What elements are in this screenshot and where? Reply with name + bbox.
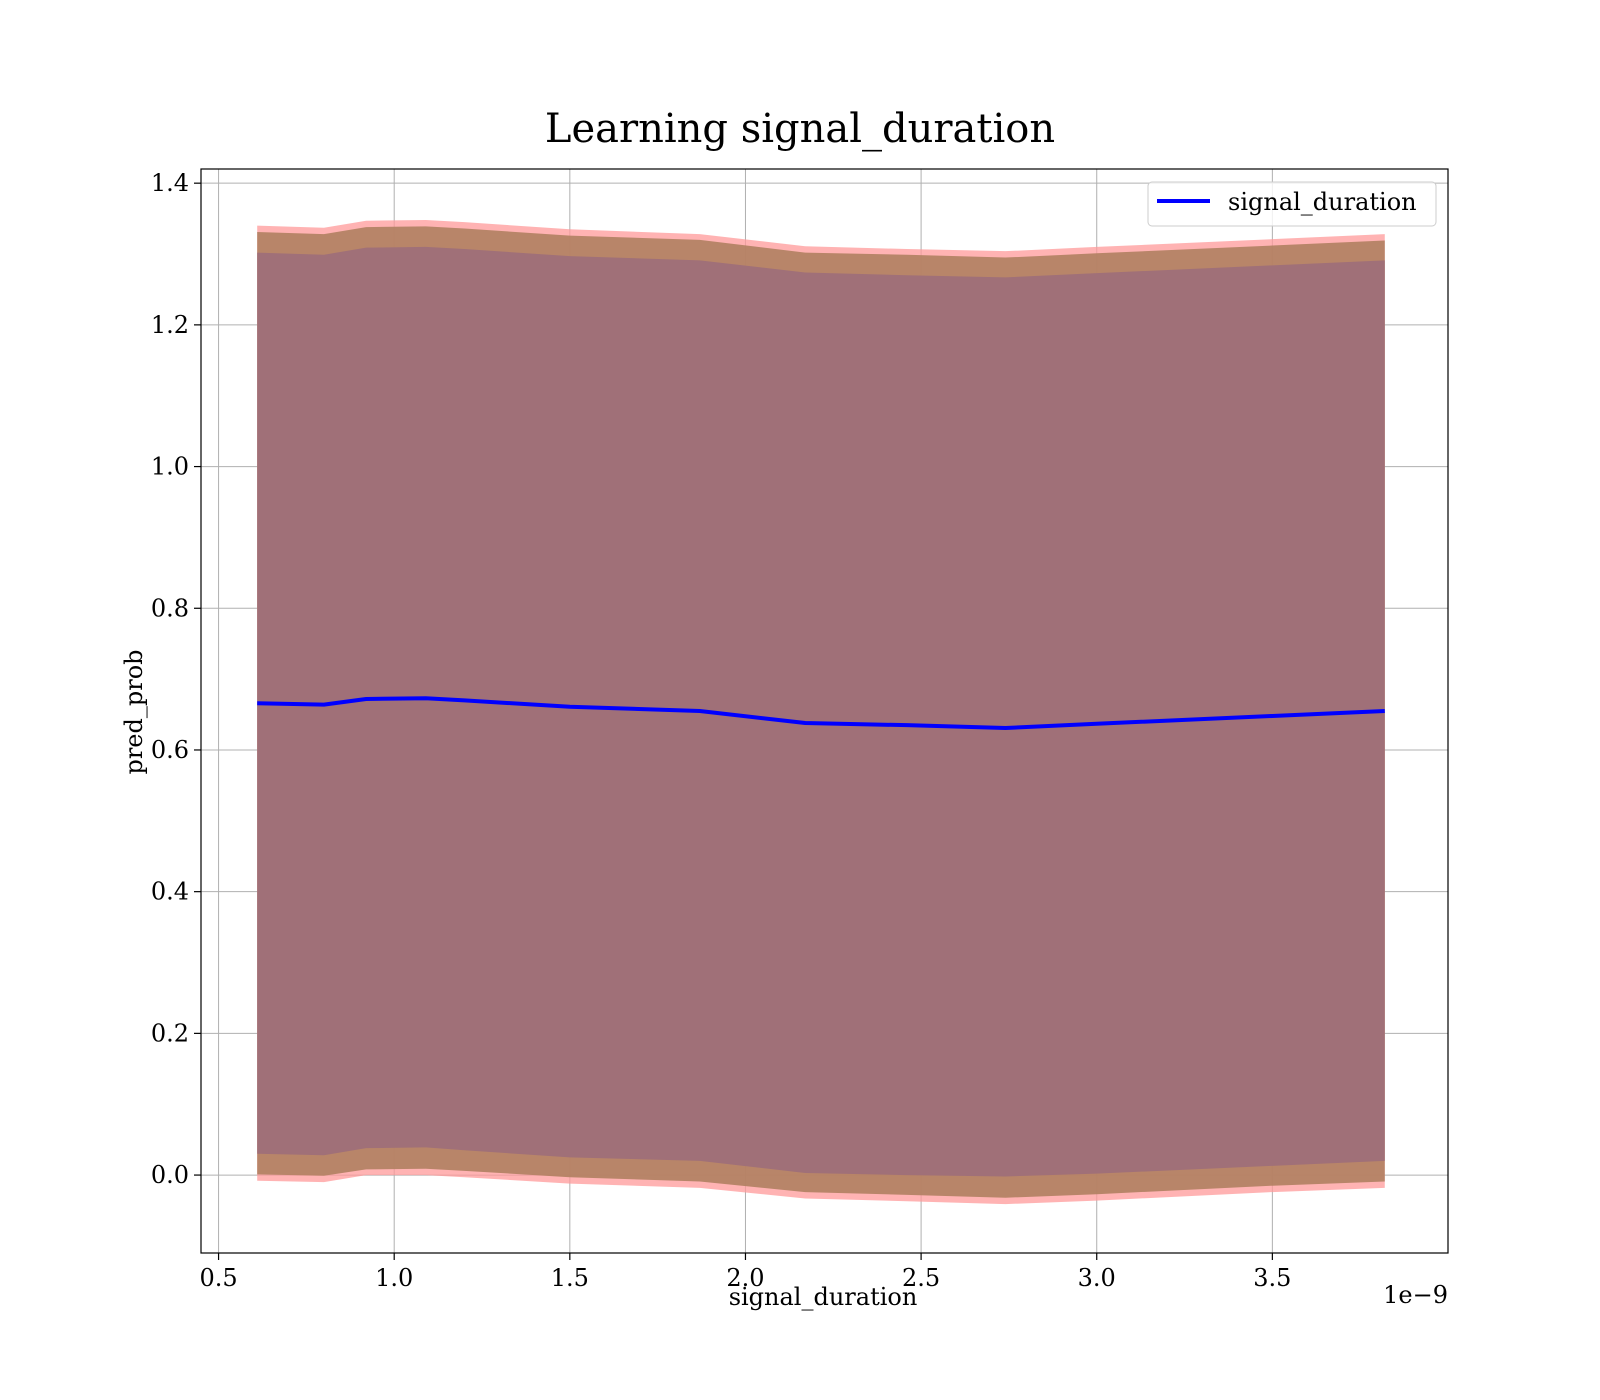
x-tick-label: 0.5 bbox=[199, 1264, 237, 1292]
x-tick-label: 3.0 bbox=[1078, 1264, 1116, 1292]
confidence-bands bbox=[257, 220, 1385, 1205]
plot-frame bbox=[200, 168, 1449, 1254]
y-axis-ticks: 0.0 0.2 0.4 0.6 0.8 1.0 1.2 1.4 bbox=[151, 169, 201, 1189]
x-tick-label: 1.5 bbox=[551, 1264, 589, 1292]
y-tick-label: 0.8 bbox=[151, 594, 189, 622]
confidence-band-2 bbox=[257, 246, 1385, 1177]
legend: signal_duration bbox=[1147, 181, 1437, 227]
legend-box bbox=[1147, 181, 1437, 227]
x-tick-label: 3.5 bbox=[1253, 1264, 1291, 1292]
y-tick-label: 0.0 bbox=[151, 1161, 189, 1189]
series-lines bbox=[257, 696, 1385, 731]
x-axis-offset-label: 1e−9 bbox=[1383, 1281, 1448, 1309]
y-tick-label: 1.2 bbox=[151, 311, 189, 339]
y-tick-label: 1.4 bbox=[151, 169, 189, 197]
y-tick-label: 1.0 bbox=[151, 453, 189, 481]
y-tick-label: 0.2 bbox=[151, 1019, 189, 1047]
x-tick-label: 1.0 bbox=[375, 1264, 413, 1292]
y-tick-label: 0.6 bbox=[151, 736, 189, 764]
legend-label: signal_duration bbox=[1228, 188, 1417, 216]
y-axis-label: pred_prob bbox=[120, 649, 148, 774]
x-axis-ticks: 0.5 1.0 1.5 2.0 2.5 3.0 3.5 bbox=[199, 1253, 1291, 1292]
x-axis-label: signal_duration bbox=[729, 1283, 918, 1311]
series-line-0 bbox=[257, 696, 1385, 731]
x-tick-label: 2.0 bbox=[726, 1264, 764, 1292]
y-tick-label: 0.4 bbox=[151, 878, 189, 906]
chart-title: Learning signal_duration bbox=[545, 106, 1055, 152]
x-tick-label: 2.5 bbox=[902, 1264, 940, 1292]
